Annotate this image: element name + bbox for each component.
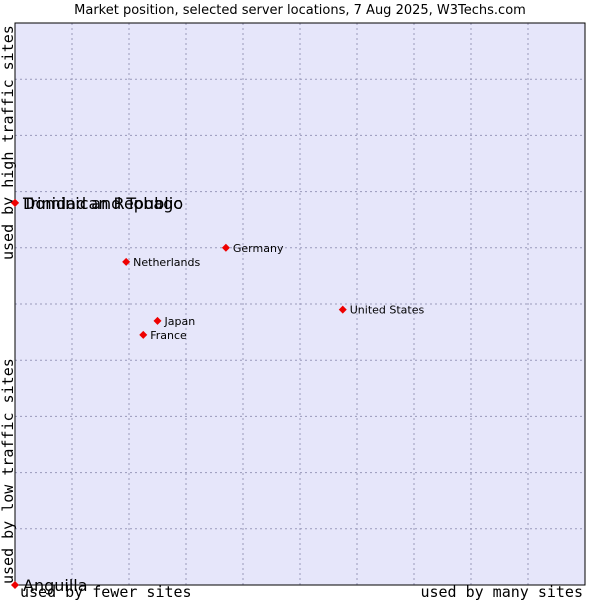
point-label-anguilla: Anguilla bbox=[23, 576, 88, 595]
point-label-netherlands: Netherlands bbox=[133, 256, 200, 269]
point-label-germany: Germany bbox=[233, 242, 284, 255]
point-label-france: France bbox=[150, 329, 187, 342]
point-marker-anguilla bbox=[11, 581, 19, 589]
y-axis-label-high: used by high traffic sites bbox=[0, 25, 17, 260]
point-marker-netherlands bbox=[122, 257, 131, 266]
point-label-united-states: United States bbox=[350, 304, 425, 317]
point-label-dominican-republic: Dominican Republic bbox=[23, 194, 182, 213]
point-marker-germany bbox=[221, 243, 230, 252]
point-label-japan: Japan bbox=[164, 315, 196, 328]
chart-title: Market position, selected server locatio… bbox=[74, 3, 526, 18]
point-label-trinidad-and-tobago: Trinidad and Tobago bbox=[22, 194, 183, 213]
x-axis-label-low: used by fewer sites bbox=[20, 583, 192, 600]
point-marker-france bbox=[139, 330, 148, 339]
point-marker-dominican-republic bbox=[11, 198, 19, 207]
point-marker-united-states bbox=[338, 305, 347, 314]
point-marker-japan bbox=[153, 316, 162, 325]
y-axis-label-low: used by low traffic sites bbox=[0, 358, 17, 584]
grid-lines bbox=[15, 23, 585, 585]
plot-border bbox=[14, 22, 586, 586]
x-axis-label-high: used by many sites bbox=[420, 583, 583, 600]
